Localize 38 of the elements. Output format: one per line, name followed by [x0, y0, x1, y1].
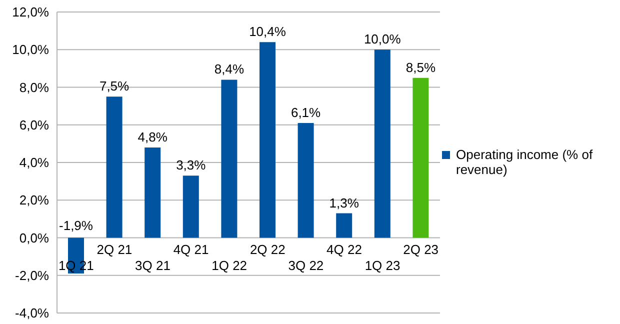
x-tick-label: 3Q 21 [135, 258, 170, 273]
y-tick-label: 8,0% [19, 80, 50, 95]
bar [336, 213, 352, 238]
bar [260, 42, 276, 238]
x-tick-label: 2Q 23 [403, 242, 439, 257]
bar [182, 176, 199, 238]
x-tick-label: 1Q 23 [364, 258, 400, 273]
y-tick-label: 12,0% [12, 4, 50, 20]
data-label: 7,5% [99, 78, 130, 94]
x-tick-label: 3Q 22 [288, 258, 324, 273]
x-tick-label: 1Q 22 [212, 258, 248, 273]
data-label: 6,1% [290, 104, 322, 120]
bar [144, 147, 161, 238]
bar [106, 96, 122, 238]
y-tick-label: 4,0% [19, 155, 50, 170]
legend-label: Operating income (% of revenue) [456, 147, 594, 177]
y-tick-label: 10,0% [12, 42, 50, 58]
data-label: 8,5% [406, 60, 436, 75]
x-tick-label: 2Q 22 [250, 242, 286, 257]
data-label: 10,0% [364, 32, 402, 47]
y-tick-label: 2,0% [19, 192, 50, 208]
data-label: -1,9% [59, 218, 94, 233]
bar [412, 78, 429, 238]
data-label: 1,3% [329, 195, 360, 210]
data-label: 8,4% [214, 62, 244, 77]
bar [374, 50, 390, 238]
data-label: 10,4% [249, 24, 286, 40]
x-tick-label: 4Q 22 [326, 242, 362, 257]
y-tick-label: 0,0% [19, 230, 50, 246]
bar [298, 122, 314, 238]
y-tick-label: -2,0% [15, 268, 50, 283]
x-tick-label: 4Q 21 [173, 242, 209, 257]
y-tick-label: 6,0% [19, 117, 50, 132]
bar [221, 80, 238, 238]
data-label: 4,8% [138, 129, 168, 144]
x-tick-label: 2Q 21 [96, 242, 132, 257]
y-tick-label: -4,0% [15, 306, 50, 321]
data-label: 3,3% [176, 158, 206, 173]
